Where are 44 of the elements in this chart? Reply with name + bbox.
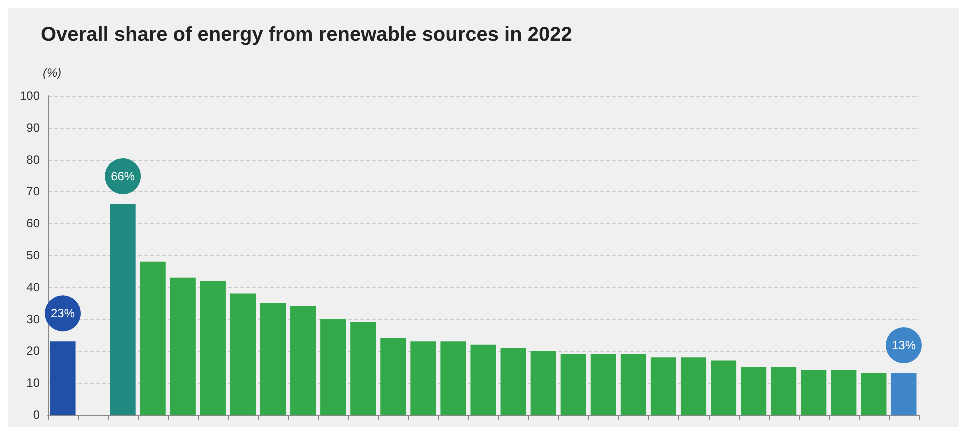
bar — [200, 281, 226, 415]
data-label: 23% — [51, 306, 76, 321]
bar — [170, 278, 196, 415]
bar — [230, 294, 256, 415]
y-tick-label: 80 — [26, 152, 40, 167]
y-tick-label: 20 — [26, 344, 40, 358]
bar — [891, 374, 917, 415]
bar — [470, 344, 496, 415]
y-tick-label: 30 — [26, 312, 40, 326]
y-tick-label: 40 — [26, 280, 40, 294]
bar — [260, 303, 286, 415]
bar — [320, 319, 346, 415]
bar — [711, 360, 737, 415]
bar — [350, 322, 376, 415]
chart-title: Overall share of energy from renewable sources in 2022 — [41, 24, 572, 46]
data-label: 13% — [892, 338, 916, 353]
bar — [590, 354, 616, 415]
bar — [110, 204, 136, 415]
y-tick-label: 90 — [26, 120, 40, 135]
bar — [50, 342, 76, 415]
bar — [560, 354, 586, 415]
bar — [831, 370, 857, 415]
bar — [290, 306, 316, 415]
bar — [440, 342, 466, 415]
bar — [801, 370, 827, 415]
y-axis-title: (%) — [43, 66, 62, 80]
bar — [410, 342, 436, 415]
y-tick-label: 10 — [26, 376, 40, 390]
y-tick-label: 0 — [33, 408, 40, 422]
bar — [741, 367, 767, 415]
bar — [620, 354, 646, 415]
bar — [680, 358, 707, 415]
y-tick-label: 60 — [26, 216, 40, 231]
bar — [500, 348, 526, 415]
bar — [650, 358, 676, 415]
y-tick-label: 100 — [20, 89, 40, 103]
bar — [771, 367, 797, 415]
bar — [140, 262, 166, 415]
bar — [530, 351, 556, 415]
y-tick-label: 50 — [26, 248, 40, 262]
bar — [380, 338, 406, 415]
data-label: 66% — [111, 169, 136, 184]
bar — [861, 374, 887, 415]
y-tick-label: 70 — [26, 184, 40, 199]
